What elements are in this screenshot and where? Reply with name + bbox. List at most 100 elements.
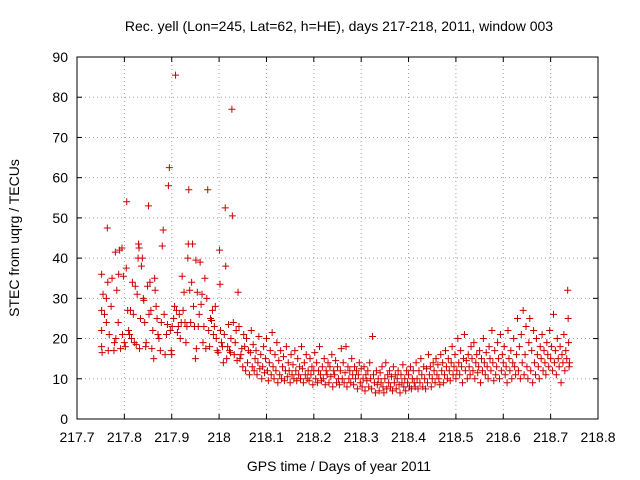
data-point — [136, 314, 144, 322]
data-point — [547, 355, 555, 363]
data-point — [553, 335, 561, 343]
data-point — [227, 335, 235, 343]
data-point — [361, 387, 369, 395]
data-point — [321, 381, 329, 389]
data-point — [159, 226, 167, 234]
data-point — [427, 383, 435, 391]
data-point — [524, 375, 532, 383]
x-tick-label: 218.5 — [438, 429, 473, 445]
data-point — [416, 379, 424, 387]
data-point — [451, 351, 459, 359]
data-point — [418, 371, 426, 379]
data-point — [492, 371, 500, 379]
data-point — [548, 343, 556, 351]
data-point — [378, 363, 386, 371]
data-point — [406, 363, 414, 371]
data-point — [183, 322, 191, 330]
data-point — [402, 387, 410, 395]
data-point — [198, 290, 206, 298]
data-point — [512, 371, 520, 379]
data-point — [371, 389, 379, 397]
data-point — [305, 377, 313, 385]
data-point — [285, 367, 293, 375]
data-point — [495, 375, 503, 383]
data-point — [534, 363, 542, 371]
data-point — [299, 379, 307, 387]
data-point — [102, 294, 110, 302]
data-point — [241, 343, 249, 351]
data-point — [308, 363, 316, 371]
data-point — [318, 363, 326, 371]
data-point — [448, 343, 456, 351]
data-point — [200, 322, 208, 330]
data-point — [231, 339, 239, 347]
data-point — [351, 375, 359, 383]
data-point — [424, 351, 432, 359]
data-point — [530, 327, 538, 335]
data-point — [274, 379, 282, 387]
data-point — [295, 371, 303, 379]
data-point — [437, 351, 445, 359]
data-point — [356, 379, 364, 387]
data-point — [460, 331, 468, 339]
data-point — [319, 375, 327, 383]
data-point — [135, 244, 143, 252]
data-point — [331, 371, 339, 379]
data-point — [154, 331, 162, 339]
data-point — [175, 310, 183, 318]
data-point — [433, 371, 441, 379]
data-point — [137, 262, 145, 270]
data-point — [275, 357, 283, 365]
data-point — [237, 351, 245, 359]
data-point — [417, 355, 425, 363]
data-point — [313, 359, 321, 367]
data-points — [98, 71, 574, 397]
data-point — [291, 347, 299, 355]
data-point — [172, 306, 180, 314]
data-point — [404, 379, 412, 387]
data-point — [508, 375, 516, 383]
y-tick-label: 20 — [52, 331, 68, 347]
data-point — [459, 379, 467, 387]
data-point — [397, 371, 405, 379]
data-point — [287, 351, 295, 359]
data-point — [373, 381, 381, 389]
data-point — [523, 363, 531, 371]
data-point — [199, 339, 207, 347]
data-point — [455, 359, 463, 367]
data-point — [486, 355, 494, 363]
data-point — [511, 363, 519, 371]
data-point — [380, 389, 388, 397]
data-point — [432, 355, 440, 363]
data-point — [136, 345, 144, 353]
data-point — [117, 345, 125, 353]
data-point — [150, 355, 158, 363]
data-point — [230, 351, 238, 359]
data-point — [368, 385, 376, 393]
data-point — [127, 335, 135, 343]
data-point — [204, 186, 212, 194]
data-point — [221, 204, 229, 212]
data-point — [450, 363, 458, 371]
data-point — [353, 385, 361, 393]
data-point — [390, 379, 398, 387]
data-point — [521, 351, 529, 359]
data-point — [108, 274, 116, 282]
data-point — [546, 327, 554, 335]
data-point — [478, 367, 486, 375]
data-point — [119, 272, 127, 280]
data-point — [500, 343, 508, 351]
data-point — [457, 347, 465, 355]
data-point — [151, 286, 159, 294]
data-point — [118, 244, 126, 252]
data-point — [205, 327, 213, 335]
data-point — [104, 278, 112, 286]
data-point — [208, 316, 216, 324]
data-point — [327, 373, 335, 381]
data-point — [185, 186, 193, 194]
data-point — [316, 371, 324, 379]
data-point — [149, 327, 157, 335]
data-point — [243, 335, 251, 343]
data-point — [466, 371, 474, 379]
data-point — [280, 353, 288, 361]
